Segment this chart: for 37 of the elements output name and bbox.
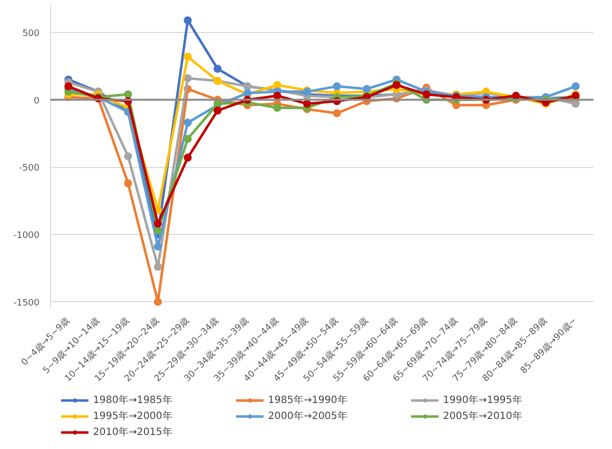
- point: [273, 104, 282, 112]
- point: [154, 298, 162, 306]
- point: [124, 179, 132, 188]
- point: [184, 154, 192, 162]
- point: [362, 85, 371, 93]
- legend-label: 2005年→2010年: [443, 410, 524, 423]
- legend-label: 2010年→2015年: [93, 426, 174, 439]
- point: [184, 118, 192, 127]
- y-tick-label: -500: [19, 164, 40, 174]
- y-tick-label: -1500: [13, 298, 40, 308]
- point: [332, 82, 341, 90]
- point: [154, 220, 162, 228]
- point: [572, 82, 580, 90]
- point: [184, 74, 192, 82]
- point: [214, 106, 222, 115]
- point: [154, 262, 162, 271]
- point: [273, 80, 282, 89]
- point: [332, 109, 341, 118]
- point: [124, 90, 132, 98]
- legend-label: 1990年→1995年: [443, 394, 524, 407]
- point: [124, 152, 132, 160]
- point: [184, 52, 192, 61]
- point: [184, 16, 192, 24]
- y-tick-label: 500: [22, 28, 40, 39]
- y-tick-label: 0: [34, 96, 40, 106]
- legend-label: 1985年→1990年: [268, 394, 348, 407]
- legend-label: 2000年→2005年: [268, 410, 348, 423]
- point: [214, 64, 222, 73]
- point: [184, 134, 192, 143]
- point: [64, 82, 72, 90]
- point: [303, 100, 312, 108]
- legend-label: 1995年→2000年: [93, 410, 174, 423]
- y-tick-label: -1000: [13, 230, 40, 241]
- point: [154, 226, 162, 234]
- legend-label: 1980年→1985年: [93, 394, 174, 407]
- point: [273, 92, 282, 100]
- point: [154, 242, 162, 251]
